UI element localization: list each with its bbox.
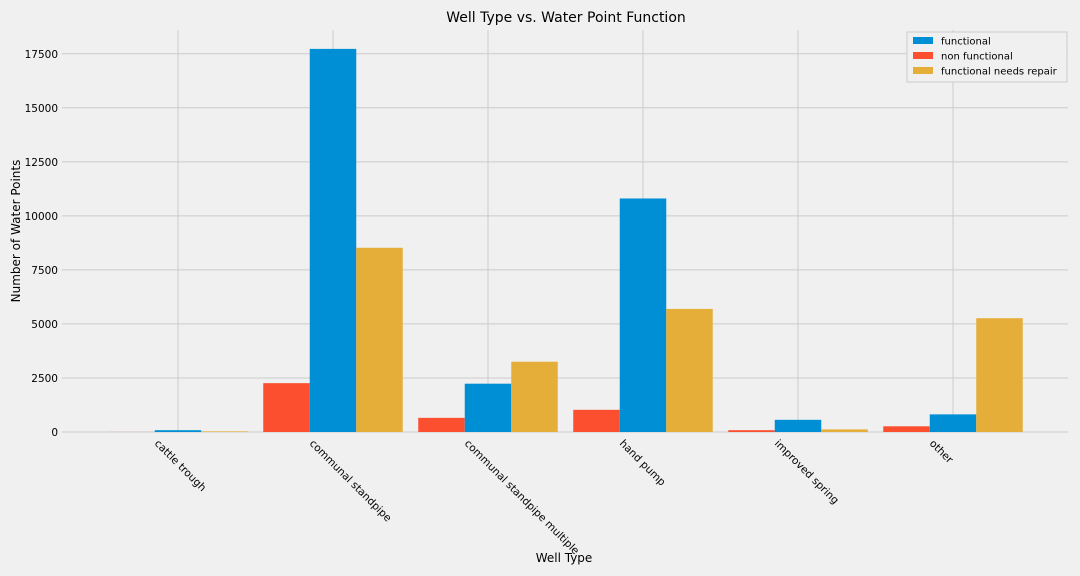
legend-label: functional needs repair — [941, 67, 1058, 78]
y-tick-label: 17500 — [25, 49, 58, 61]
legend-label: non functional — [941, 52, 1013, 63]
legend: functional non functional functional needs… — [906, 31, 1068, 83]
y-tick-label: 15000 — [25, 103, 58, 115]
legend-label: functional — [941, 37, 991, 48]
y-tick-label: 10000 — [25, 211, 58, 223]
x-tick-label: improved spring — [772, 438, 841, 507]
bar — [309, 48, 357, 432]
bar — [929, 414, 977, 432]
x-tick-label: other — [927, 438, 956, 467]
bar — [356, 247, 403, 432]
bar — [464, 383, 512, 432]
bar — [418, 417, 465, 432]
y-tick-labels: 0 2500 5000 7500 10000 12500 15000 17500 — [25, 49, 58, 439]
bar — [883, 426, 930, 432]
y-tick-label: 2500 — [31, 373, 58, 385]
y-axis-label: Number of Water Points — [9, 160, 23, 303]
legend-swatch — [913, 67, 933, 74]
y-tick-label: 5000 — [31, 319, 58, 331]
bar — [511, 361, 558, 432]
legend-swatch — [913, 37, 933, 44]
legend-box — [906, 31, 1068, 83]
legend-swatch — [913, 52, 933, 59]
bar — [154, 430, 202, 432]
bars — [108, 48, 1023, 432]
x-tick-labels: cattle trough communal standpipe communal … — [152, 438, 956, 557]
bar — [821, 429, 868, 432]
bar — [573, 409, 620, 432]
x-tick-label: communal standpipe multiple — [462, 438, 581, 557]
x-tick-label: cattle trough — [152, 438, 208, 494]
y-tick-label: 7500 — [31, 265, 58, 277]
gridlines — [62, 30, 1068, 433]
x-tick-label: communal standpipe — [307, 438, 394, 525]
bar — [728, 430, 775, 432]
bar — [263, 383, 310, 432]
chart-title: Well Type vs. Water Point Function — [446, 10, 686, 26]
bar — [976, 318, 1023, 432]
y-tick-label: 12500 — [25, 157, 58, 169]
y-tick-label: 0 — [51, 427, 58, 439]
x-tick-label: hand pump — [617, 438, 668, 489]
bar — [774, 419, 822, 432]
x-axis-label: Well Type — [536, 551, 593, 565]
bar — [619, 198, 667, 432]
bar — [201, 431, 248, 432]
bar — [666, 308, 713, 432]
